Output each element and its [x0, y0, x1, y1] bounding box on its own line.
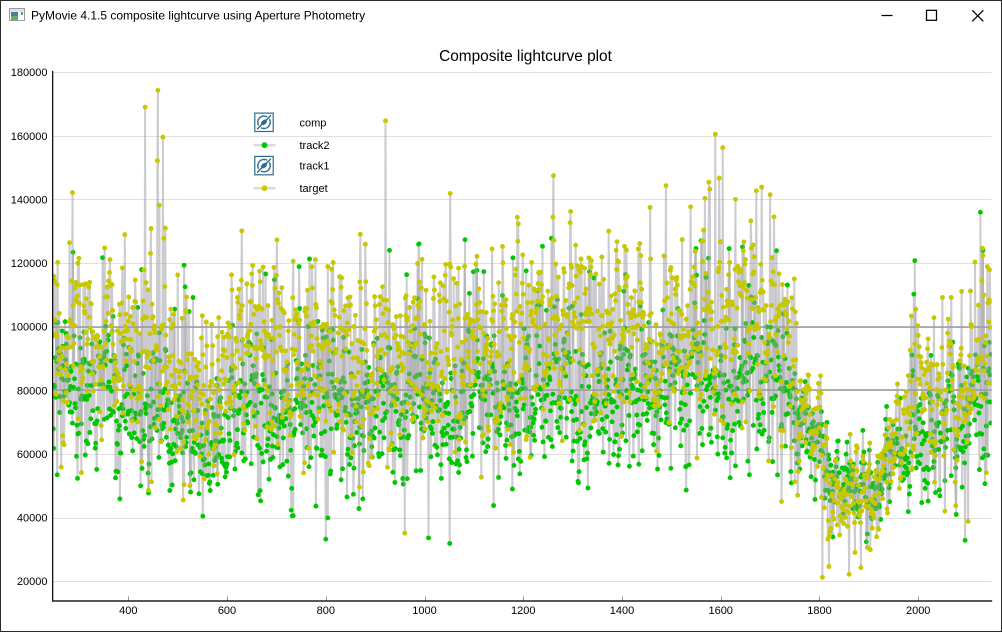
svg-text:1600: 1600: [708, 605, 732, 617]
svg-text:1800: 1800: [807, 605, 831, 617]
svg-text:track1: track1: [300, 161, 330, 173]
svg-text:600: 600: [218, 605, 236, 617]
svg-text:100000: 100000: [11, 322, 48, 334]
svg-text:1400: 1400: [610, 605, 634, 617]
svg-text:1000: 1000: [412, 605, 436, 617]
svg-text:400: 400: [119, 605, 137, 617]
svg-text:PyMovie 4.1.5 composite lightc: PyMovie 4.1.5 composite lightcurve using…: [31, 9, 365, 23]
svg-text:20000: 20000: [17, 576, 48, 588]
svg-text:160000: 160000: [11, 131, 48, 143]
svg-text:40000: 40000: [17, 513, 48, 525]
svg-text:140000: 140000: [11, 194, 48, 206]
svg-text:track2: track2: [300, 140, 330, 152]
svg-text:comp: comp: [300, 117, 327, 129]
svg-text:800: 800: [317, 605, 335, 617]
svg-text:180000: 180000: [11, 67, 48, 79]
svg-text:80000: 80000: [17, 385, 48, 397]
svg-text:1200: 1200: [511, 605, 535, 617]
svg-text:60000: 60000: [17, 449, 48, 461]
svg-text:2000: 2000: [906, 605, 930, 617]
svg-text:target: target: [300, 183, 328, 195]
svg-text:Composite lightcurve plot: Composite lightcurve plot: [439, 48, 613, 65]
svg-text:120000: 120000: [11, 258, 48, 270]
